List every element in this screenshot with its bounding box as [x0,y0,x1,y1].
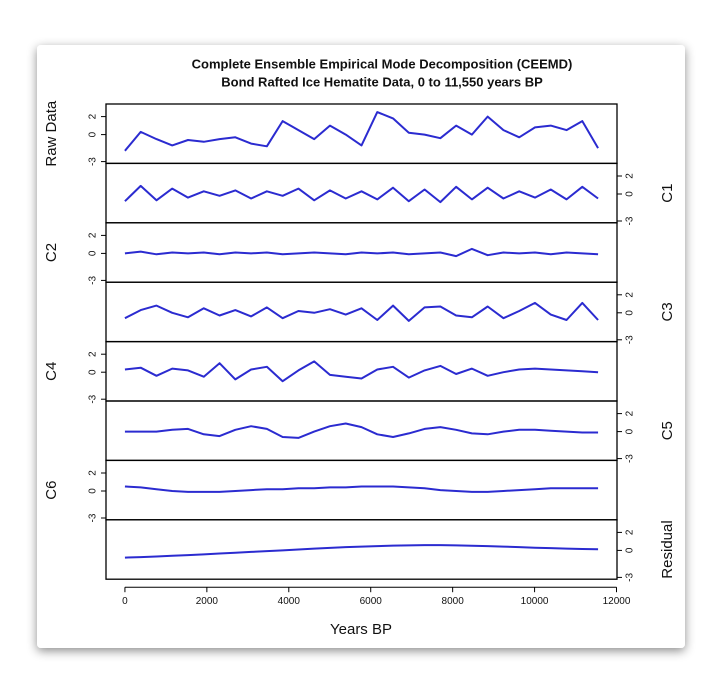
y-tick-label: 0 [625,428,636,434]
x-tick-label: 4000 [278,596,301,607]
x-tick-label: 6000 [360,596,383,607]
series-line [124,485,599,493]
y-tick-label: 2 [625,529,636,535]
y-tick-label: 2 [625,410,636,416]
panel-label: Raw Data [43,100,60,167]
panel-label: C2 [43,243,60,262]
y-tick-label: -3 [88,394,99,403]
y-tick-label: 0 [625,191,636,197]
x-tick-label: 8000 [442,596,465,607]
y-tick-label: 2 [88,470,99,476]
y-tick-label: 2 [625,292,636,298]
panel-label: C4 [43,362,60,381]
x-tick-label: 12000 [603,596,631,607]
y-tick-label: 0 [625,547,636,553]
y-tick-label: 0 [88,250,99,256]
x-tick-label: 10000 [521,596,549,607]
y-tick-label: 0 [88,131,99,137]
series-line [124,544,599,559]
series-line [124,360,599,383]
y-tick-label: 0 [88,488,99,494]
y-tick-label: -3 [625,335,636,344]
series-line [124,111,599,152]
y-tick-label: 2 [88,351,99,357]
y-tick-label: 2 [88,232,99,238]
y-tick-label: 0 [625,310,636,316]
y-tick-label: -3 [625,573,636,582]
panel-label: Residual [659,520,676,578]
chart-subtitle: Bond Rafted Ice Hematite Data, 0 to 11,5… [221,74,543,89]
panel-label: C3 [659,302,676,321]
panel-frame [105,519,618,580]
series-line [124,301,599,322]
panel-label: C5 [659,421,676,440]
y-tick-label: -3 [88,157,99,166]
y-tick-label: -3 [88,513,99,522]
y-tick-label: 0 [88,369,99,375]
series-line [124,422,599,439]
x-axis-label: Years BP [330,621,392,638]
y-tick-label: -3 [625,454,636,463]
series-line [124,184,599,204]
chart-title: Complete Ensemble Empirical Mode Decompo… [192,56,573,71]
x-tick-label: 2000 [196,596,219,607]
y-tick-label: 2 [88,113,99,119]
x-tick-label: 0 [122,596,128,607]
y-tick-label: -3 [88,276,99,285]
panel-label: C6 [43,481,60,500]
series-line [124,247,599,258]
y-tick-label: 2 [625,173,636,179]
y-tick-label: -3 [625,216,636,225]
panel-label: C1 [659,184,676,203]
card [37,45,685,648]
